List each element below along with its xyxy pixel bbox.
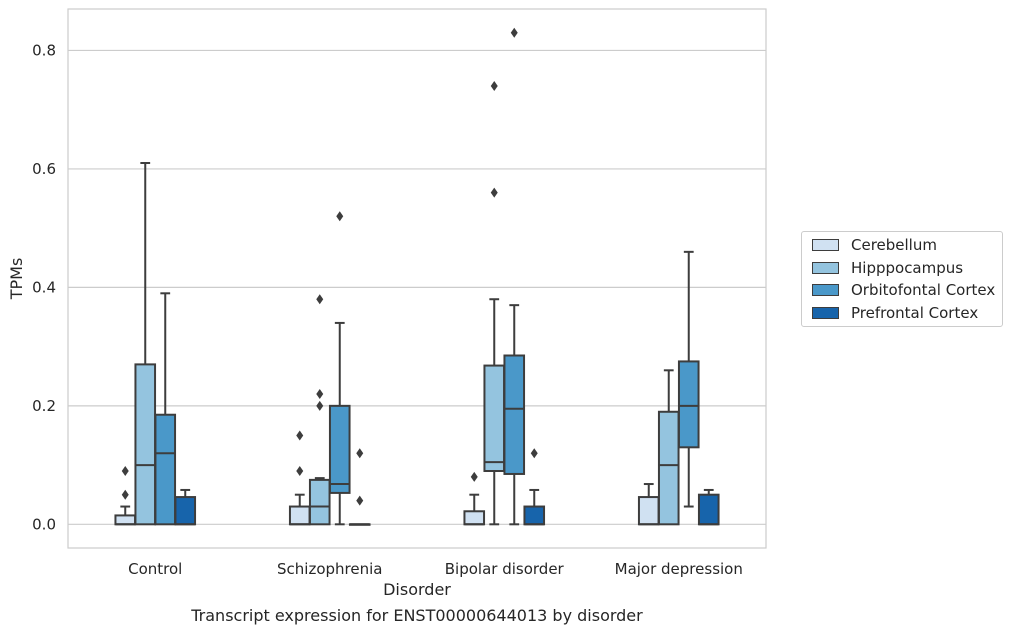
outlier-point xyxy=(316,389,324,399)
box-group xyxy=(503,27,526,526)
box-group xyxy=(174,488,197,526)
legend-label-orbitofrontal: Orbitofontal Cortex xyxy=(851,281,996,299)
box xyxy=(134,363,157,526)
box-group xyxy=(134,162,157,526)
legend-label-prefrontal: Prefrontal Cortex xyxy=(851,304,979,322)
box xyxy=(523,505,546,526)
legend-label-cerebellum: Cerebellum xyxy=(851,236,937,254)
outlier-point xyxy=(490,81,498,91)
legend-item-cerebellum: Cerebellum xyxy=(812,235,937,255)
box-group xyxy=(154,292,177,526)
box-group xyxy=(328,211,351,526)
outlier-point xyxy=(356,495,364,506)
legend-item-orbitofrontal: Orbitofontal Cortex xyxy=(812,280,995,300)
box-group xyxy=(523,448,546,526)
legend-label-hippocampus: Hipppocampus xyxy=(851,259,964,277)
box-group xyxy=(677,250,700,508)
box-group xyxy=(697,488,720,526)
chart-caption: Transcript expression for ENST0000064401… xyxy=(191,606,643,625)
box-group xyxy=(348,448,371,526)
outlier-point xyxy=(510,27,518,38)
x-tick-label: Major depression xyxy=(615,560,743,578)
box xyxy=(174,496,197,526)
y-tick-label: 0.4 xyxy=(32,278,56,296)
legend-item-hippocampus: Hipppocampus xyxy=(812,258,963,278)
outlier-point xyxy=(316,294,324,305)
box-group xyxy=(637,483,660,526)
y-tick-label: 0.8 xyxy=(32,41,56,59)
box xyxy=(637,496,660,526)
box xyxy=(697,493,720,526)
legend-swatch-cerebellum xyxy=(812,239,839,251)
x-axis-label: Disorder xyxy=(383,580,451,599)
box xyxy=(657,410,680,526)
y-axis-label: TPMs xyxy=(7,258,26,301)
outlier-point xyxy=(530,448,538,459)
legend: Cerebellum Hipppocampus Orbitofontal Cor… xyxy=(801,231,1003,327)
box xyxy=(677,360,700,449)
outlier-point xyxy=(356,448,364,459)
x-tick-label: Schizophrenia xyxy=(277,560,382,578)
outlier-point xyxy=(336,211,344,222)
outlier-point xyxy=(490,187,498,198)
legend-item-prefrontal: Prefrontal Cortex xyxy=(812,303,978,323)
outlier-point xyxy=(316,400,324,411)
box-group xyxy=(288,430,311,526)
box xyxy=(288,505,311,526)
box-group xyxy=(483,81,506,526)
legend-swatch-prefrontal xyxy=(812,307,839,319)
box xyxy=(154,413,177,526)
y-tick-label: 0.6 xyxy=(32,160,56,178)
y-tick-labels: 0.0 0.2 0.4 0.6 0.8 xyxy=(32,41,56,533)
box-group xyxy=(657,369,680,526)
box xyxy=(463,510,486,526)
x-tick-labels: Control Schizophrenia Bipolar disorder Majo… xyxy=(128,560,743,578)
legend-swatch-orbitofrontal xyxy=(812,284,839,296)
outlier-point xyxy=(121,466,129,476)
x-tick-label: Bipolar disorder xyxy=(445,560,565,578)
box xyxy=(114,514,137,526)
box xyxy=(328,404,351,494)
plot-area-frame xyxy=(67,8,767,549)
outlier-point xyxy=(470,471,478,482)
box xyxy=(503,354,526,475)
box-marks xyxy=(114,27,720,526)
box-group xyxy=(308,294,331,526)
box-group xyxy=(114,466,137,526)
y-tick-label: 0.2 xyxy=(32,397,56,415)
outlier-point xyxy=(121,489,129,500)
box-group xyxy=(463,471,486,526)
y-tick-label: 0.0 xyxy=(32,515,56,533)
legend-swatch-hippocampus xyxy=(812,262,839,274)
box xyxy=(483,364,506,473)
x-tick-label: Control xyxy=(128,560,182,578)
box xyxy=(308,478,331,526)
outlier-point xyxy=(296,466,304,476)
outlier-point xyxy=(296,430,304,441)
